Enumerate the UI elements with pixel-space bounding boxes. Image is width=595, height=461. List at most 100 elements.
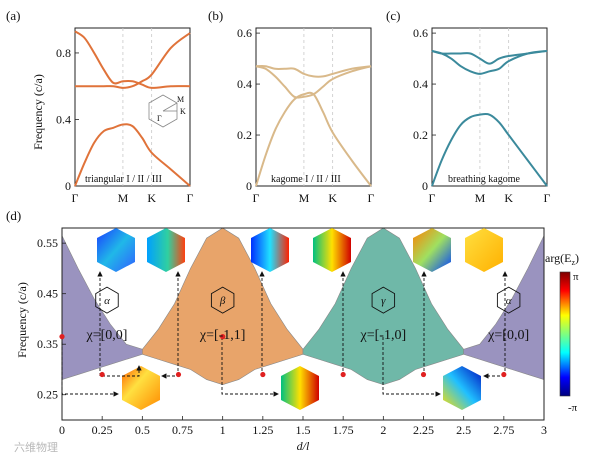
arrow-3 <box>102 365 142 377</box>
x-tick-label: 1.25 <box>252 423 273 437</box>
y-tick-label: 0.4 <box>237 77 252 91</box>
marker-point <box>340 371 346 378</box>
x-tick-label: Γ <box>544 191 551 205</box>
field-map-9 <box>443 366 481 410</box>
marker-point <box>175 371 182 378</box>
field-maps <box>97 228 503 410</box>
band-line-2 <box>74 32 191 89</box>
y-ticks-c: 0 0.2 0.4 0.6 <box>413 26 436 193</box>
chern-label: χ=[-1,1] <box>199 328 246 343</box>
x-tick-label: 2.5 <box>456 423 471 437</box>
x-tick-label: 0.25 <box>92 423 113 437</box>
ylabel-bottom: Frequency (c/a) <box>15 282 29 358</box>
field-map-3 <box>122 366 160 410</box>
watermark: 六维物理 <box>14 440 58 454</box>
x-tick-label: Γ <box>253 191 260 205</box>
unit-cell-hexagon-icon <box>210 286 235 314</box>
marker-point <box>260 371 266 378</box>
arrow-9 <box>382 337 441 397</box>
y-ticks-a: 0 0.4 0.8 <box>56 46 79 193</box>
panel-label-a: (a) <box>6 8 20 23</box>
y-tick-label: 0.25 <box>37 388 58 402</box>
marker-point <box>99 371 105 378</box>
unit-cell-symbol: α <box>506 295 512 307</box>
gap-areas <box>61 227 545 385</box>
plot-frame-b <box>255 27 372 187</box>
y-tick-label: 0.45 <box>37 287 58 301</box>
y-tick-label: 0.6 <box>413 26 428 40</box>
x-tick-label: 2.25 <box>413 423 434 437</box>
x-tick-label: 2.75 <box>493 423 514 437</box>
panel-label-c: (c) <box>386 8 400 23</box>
panel-label-b: (b) <box>208 8 223 23</box>
xlabel-d: d/l <box>297 439 310 453</box>
brillouin-inset: Γ M K <box>148 94 186 128</box>
band-line-2 <box>431 49 548 75</box>
x-tick-label: 1.5 <box>296 423 311 437</box>
y-tick-label: 0.4 <box>56 112 71 126</box>
inset-label-m: M <box>177 95 184 104</box>
vgrid-a <box>122 28 153 186</box>
y-tick-label: 0.2 <box>413 128 428 142</box>
x-tick-label: 1.75 <box>333 423 354 437</box>
y-ticks-d: 0.25 0.35 0.45 0.55 <box>37 236 66 402</box>
inset-label-gamma: Γ <box>157 114 162 123</box>
x-tick-label: 0.5 <box>135 423 150 437</box>
x-tick-label: K <box>504 191 513 205</box>
unit-cell-hexagon-icon <box>95 286 119 314</box>
y-tick-label: 0.8 <box>56 46 71 60</box>
y-tick-label: 0.35 <box>37 337 58 351</box>
field-map-5 <box>313 228 351 272</box>
marker-point <box>220 334 226 340</box>
band-line-1 <box>431 112 548 187</box>
y-tick-label: 0.4 <box>413 77 428 91</box>
x-tick-label: 1 <box>220 423 226 437</box>
band-line-2 <box>255 65 372 99</box>
unit-cell-hexagon-icon <box>371 286 396 314</box>
chern-label: χ=[0,0] <box>487 328 529 343</box>
arrow-1 <box>61 337 119 397</box>
ylabel-top: Frequency (c/a) <box>31 74 45 150</box>
x-tick-label: M <box>299 191 310 205</box>
field-map-6 <box>281 366 319 410</box>
panel-c: (c) 0 0.2 0.4 0.6 Γ M K Γ breathing kagome <box>386 8 551 205</box>
markers <box>59 334 507 378</box>
plot-frame-c <box>431 27 548 187</box>
panel-label-d: (d) <box>6 208 21 223</box>
x-tick-label: K <box>147 191 156 205</box>
unit-cell-symbol: β <box>219 295 226 307</box>
x-tick-label: 0.75 <box>172 423 193 437</box>
band-line-3 <box>431 49 548 65</box>
bands-b <box>255 65 372 187</box>
band-line-3 <box>255 65 372 78</box>
field-map-7 <box>413 228 451 272</box>
y-tick-label: 0.2 <box>237 128 252 142</box>
x-tick-label: Γ <box>187 191 194 205</box>
chern-label: χ=[-1,0] <box>360 328 407 343</box>
x-tick-label: Γ <box>429 191 436 205</box>
vgrid-b <box>303 28 334 186</box>
band-line-1 <box>255 91 372 187</box>
field-map-2 <box>147 228 185 272</box>
y-tick-label: 0 <box>65 179 71 193</box>
unit-cell-symbol: γ <box>381 295 386 307</box>
band-line-1 <box>74 123 191 187</box>
x-ticks-d: 0 0.25 0.5 0.75 1 1.25 1.5 1.75 2 2.25 2.5 2.75 3 <box>59 416 547 437</box>
y-ticks-b: 0 0.2 0.4 0.6 <box>237 26 260 193</box>
bands-a <box>74 30 191 187</box>
chern-labels: α χ=[0,0] β χ=[-1,1] γ χ=[-1,0] α χ=[0,0] <box>86 286 529 343</box>
y-tick-label: 0 <box>422 179 428 193</box>
colorbar-gradient <box>559 271 571 397</box>
inset-label-k: K <box>180 107 186 116</box>
unit-cell-symbol: α <box>104 295 110 307</box>
x-tick-label: 0 <box>59 423 65 437</box>
panel-d: (d) Frequency (c/a) 0.25 0.35 0.45 0.55 0 0.… <box>6 208 579 453</box>
y-tick-label: 0 <box>246 179 252 193</box>
marker-point <box>501 371 507 378</box>
marker-point <box>59 334 65 340</box>
